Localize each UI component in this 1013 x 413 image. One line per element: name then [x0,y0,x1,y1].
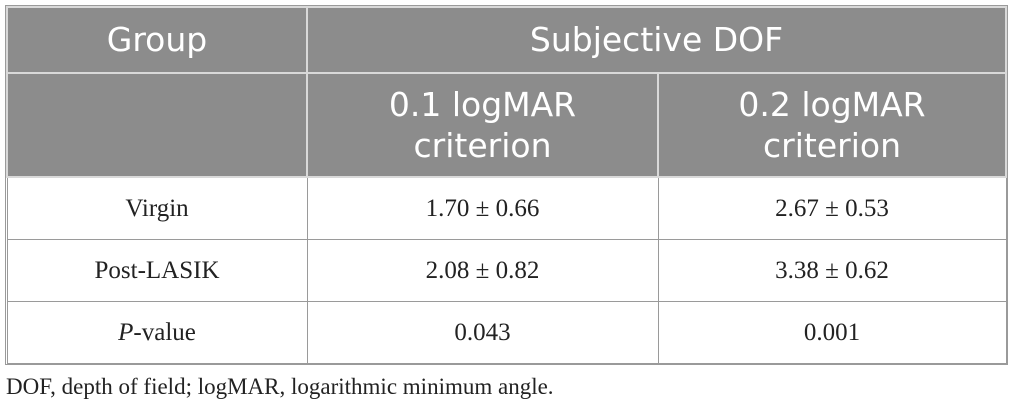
pvalue-cell: 0.001 [657,301,1007,364]
criterion-02-header: 0.2 logMAR criterion [656,72,1008,178]
value-cell: 2.08 ± 0.82 [306,239,659,302]
criterion-01-label: 0.1 logMAR criterion [388,84,577,165]
subjective-dof-header: Subjective DOF [305,6,1008,74]
table-row: Virgin 1.70 ± 0.66 2.67 ± 0.53 [6,176,1007,240]
group-cell: Virgin [6,176,308,240]
header-row-2: 0.1 logMAR criterion 0.2 logMAR criterio… [6,72,1008,178]
group-cell: Post-LASIK [6,239,308,302]
value-cell: 2.67 ± 0.53 [657,176,1007,240]
pvalue-row: P-value 0.043 0.001 [6,301,1007,364]
empty-header-cell [6,72,308,178]
table-row: Post-LASIK 2.08 ± 0.82 3.38 ± 0.62 [6,239,1007,302]
table-footnote: DOF, depth of field; logMAR, logarithmic… [6,374,554,399]
results-table: Group Subjective DOF 0.1 logMAR criterio… [4,5,1009,365]
criterion-01-header: 0.1 logMAR criterion [306,72,659,178]
pvalue-label-italic: P [118,318,134,346]
value-cell: 1.70 ± 0.66 [306,176,659,240]
pvalue-label-rest: -value [133,318,196,346]
value-cell: 3.38 ± 0.62 [657,239,1007,302]
pvalue-cell: 0.043 [306,301,659,364]
header-row-1: Group Subjective DOF [6,6,1008,74]
criterion-02-label: 0.2 logMAR criterion [738,84,926,165]
pvalue-label-cell: P-value [6,301,308,364]
group-header: Group [6,6,308,74]
